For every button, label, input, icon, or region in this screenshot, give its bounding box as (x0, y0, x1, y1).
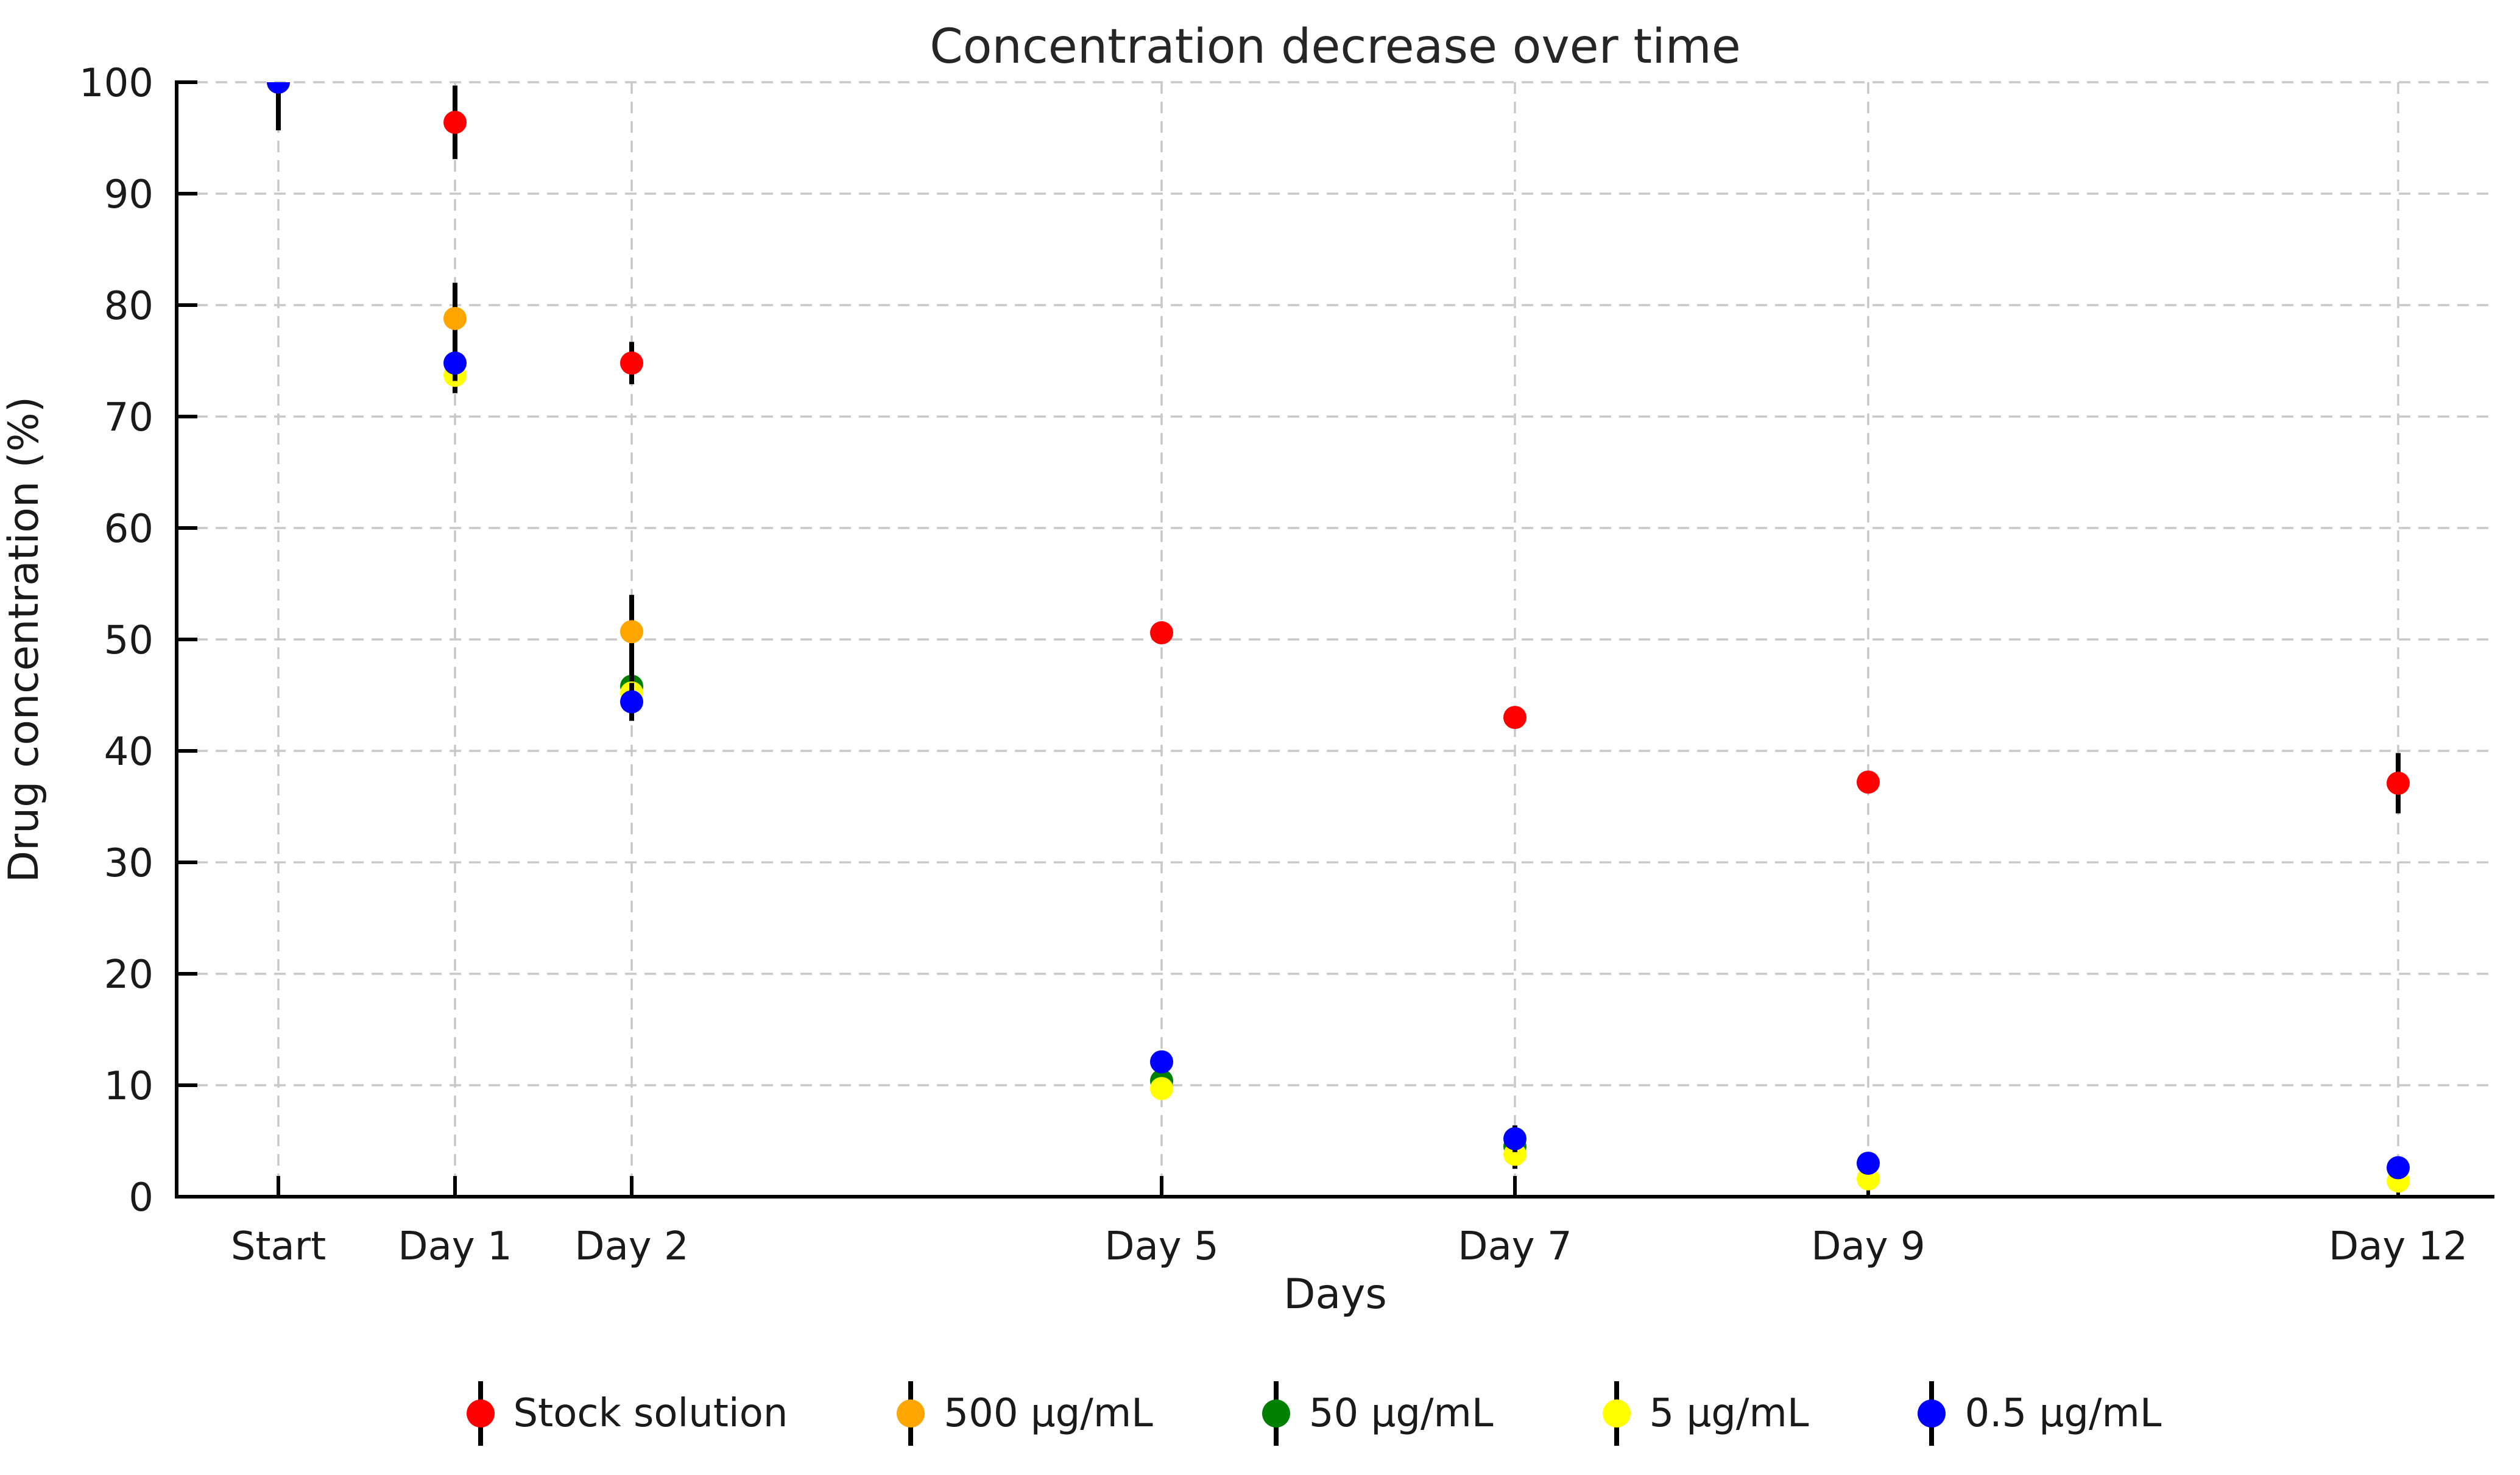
data-points-layer (267, 82, 2410, 1193)
y-axis-title: Drug concentration (%) (0, 396, 48, 882)
data-point (620, 690, 643, 714)
legend-dot (1602, 1399, 1631, 1427)
data-point (1503, 1127, 1526, 1150)
y-tick-label: 10 (104, 1064, 154, 1109)
series-stock-solution (267, 82, 2410, 814)
data-point (2387, 772, 2410, 795)
y-tick-label: 60 (104, 507, 154, 552)
y-tick-label: 100 (79, 61, 154, 106)
legend-label: 50 µg/mL (1308, 1391, 1494, 1436)
data-point (620, 351, 643, 375)
legend-marker-icon (897, 1381, 925, 1446)
data-point (267, 82, 290, 94)
data-point (1150, 1050, 1173, 1074)
data-point (443, 306, 467, 330)
x-tick-label: Day 2 (574, 1224, 688, 1269)
gridlines (177, 81, 2494, 1197)
chart-canvas: 0 10 20 30 40 50 60 70 80 90 100 Start Day 1 Day 2 Day… (0, 19, 2494, 1318)
data-point (1150, 621, 1173, 645)
legend-item: 0.5 µg/mL (1917, 1378, 2162, 1449)
data-point (620, 620, 643, 644)
y-tick-label: 80 (104, 284, 154, 329)
data-point (443, 351, 467, 375)
tick-labels: 0 10 20 30 40 50 60 70 80 90 100 Start Day 1 Day 2 Day… (79, 61, 2468, 1269)
legend-item: 500 µg/mL (896, 1378, 1153, 1449)
data-point (1150, 1077, 1173, 1100)
x-tick-label: Start (231, 1224, 326, 1269)
x-tick-label: Day 9 (1811, 1224, 1925, 1269)
x-tick-label: Day 5 (1104, 1224, 1218, 1269)
legend-marker-icon (1262, 1381, 1290, 1446)
legend-dot (1262, 1399, 1290, 1427)
legend-item: Stock solution (466, 1378, 788, 1449)
legend: Stock solution 500 µg/mL 50 µg/mL 5 µg/mL 0.… (54, 1378, 2520, 1449)
data-point (1857, 770, 1880, 794)
axes (175, 80, 2494, 1199)
legend-label: 5 µg/mL (1649, 1391, 1809, 1436)
legend-dot (466, 1399, 495, 1427)
x-axis-title: Days (1283, 1270, 1387, 1318)
legend-item: 50 µg/mL (1262, 1378, 1494, 1449)
data-point (2387, 1156, 2410, 1180)
data-point (1503, 706, 1526, 730)
series-0-5-g-ml (267, 82, 2410, 1180)
legend-dot (1918, 1399, 1946, 1427)
legend-label: Stock solution (513, 1391, 788, 1436)
legend-label: 0.5 µg/mL (1964, 1391, 2162, 1436)
y-tick-label: 70 (104, 395, 154, 440)
series-5-g-ml (267, 82, 2410, 1193)
legend-marker-icon (1602, 1381, 1631, 1446)
chart-title: Concentration decrease over time (930, 19, 1740, 74)
legend-dot (897, 1399, 925, 1427)
legend-label: 500 µg/mL (944, 1391, 1153, 1436)
y-tick-label: 20 (104, 952, 154, 998)
x-tick-label: Day 7 (1458, 1224, 1572, 1269)
x-tick-label: Day 1 (398, 1224, 512, 1269)
y-tick-label: 90 (104, 172, 154, 217)
y-tick-label: 0 (129, 1175, 154, 1220)
legend-marker-icon (1918, 1381, 1946, 1446)
y-tick-label: 40 (104, 730, 154, 775)
x-tick-label: Day 12 (2329, 1224, 2468, 1269)
legend-marker-icon (466, 1381, 495, 1446)
legend-item: 5 µg/mL (1602, 1378, 1809, 1449)
y-tick-label: 50 (104, 618, 154, 663)
y-tick-label: 30 (104, 841, 154, 886)
data-point (1857, 1152, 1880, 1175)
data-point (443, 110, 467, 134)
